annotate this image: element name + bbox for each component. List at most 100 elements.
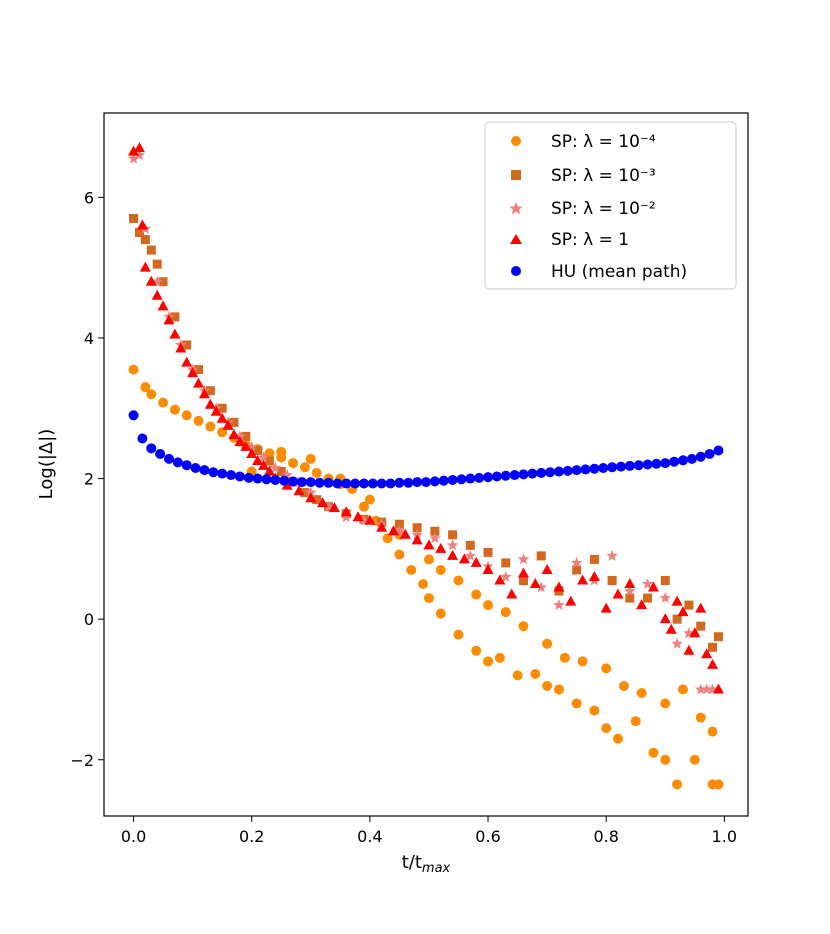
data-point xyxy=(193,377,205,388)
data-point xyxy=(601,723,612,734)
data-point xyxy=(252,454,264,465)
data-point xyxy=(494,574,506,585)
data-point xyxy=(133,149,146,161)
data-point xyxy=(536,467,547,478)
data-point xyxy=(483,547,493,557)
series-hu-mean-path xyxy=(128,410,724,489)
data-point xyxy=(465,473,476,484)
legend-label-sp-1: SP: λ = 1 xyxy=(551,230,629,250)
data-point xyxy=(234,436,246,447)
data-point xyxy=(665,623,677,634)
data-point xyxy=(483,472,494,483)
data-point xyxy=(299,462,310,473)
data-point xyxy=(175,342,187,353)
data-point xyxy=(193,415,204,426)
data-point xyxy=(151,275,163,287)
data-point xyxy=(660,754,671,765)
data-point xyxy=(494,652,505,663)
data-point xyxy=(276,446,287,457)
data-point xyxy=(222,419,234,430)
data-point xyxy=(642,459,653,470)
legend-label-sp-1e-3: SP: λ = 10⁻³ xyxy=(551,166,656,186)
data-point xyxy=(252,473,263,484)
data-point xyxy=(636,599,648,610)
data-point xyxy=(288,458,299,469)
data-point xyxy=(659,613,671,624)
data-point xyxy=(323,477,334,488)
data-point xyxy=(181,460,192,471)
data-point xyxy=(394,519,404,529)
data-point xyxy=(500,570,512,582)
data-point xyxy=(270,474,281,485)
data-point xyxy=(696,621,706,631)
data-point xyxy=(140,235,150,245)
data-point xyxy=(258,459,270,470)
data-point xyxy=(234,430,246,442)
data-point xyxy=(659,592,671,603)
legend-marker-sp-1e-2 xyxy=(509,202,523,215)
data-point xyxy=(615,461,626,472)
data-point xyxy=(541,563,553,574)
data-point xyxy=(607,462,618,473)
data-point xyxy=(418,579,429,590)
data-point xyxy=(553,581,565,592)
data-point xyxy=(500,470,511,481)
data-point xyxy=(246,440,258,452)
series-sp-10 xyxy=(128,364,724,790)
data-point xyxy=(205,421,216,432)
legend-marker-sp-1e-3 xyxy=(511,170,521,180)
data-point xyxy=(350,478,361,489)
data-point xyxy=(624,585,636,596)
data-point xyxy=(677,606,689,617)
y-tick-label: 4 xyxy=(84,329,94,348)
data-point xyxy=(305,492,317,503)
data-point xyxy=(641,578,654,589)
data-point xyxy=(352,511,364,522)
x-tick-label: 0.0 xyxy=(121,827,146,846)
data-point xyxy=(571,465,582,476)
data-point xyxy=(465,540,475,550)
data-point xyxy=(536,551,546,561)
data-point xyxy=(509,470,520,481)
data-point xyxy=(146,443,157,454)
data-point xyxy=(700,683,713,695)
data-point xyxy=(364,514,376,525)
data-point xyxy=(243,472,254,483)
data-point xyxy=(456,474,467,485)
data-point xyxy=(529,578,541,589)
y-tick-label: −2 xyxy=(70,751,94,770)
data-point xyxy=(198,388,210,399)
data-point xyxy=(636,687,647,698)
data-point xyxy=(648,747,659,758)
x-tick-label: 0.6 xyxy=(475,827,500,846)
data-point xyxy=(129,213,139,223)
data-point xyxy=(311,467,322,478)
data-point xyxy=(205,386,215,396)
data-point xyxy=(305,486,317,498)
legend-label-hu: HU (mean path) xyxy=(551,262,687,282)
data-point xyxy=(128,364,139,375)
data-point xyxy=(517,567,529,578)
data-point xyxy=(518,469,529,480)
data-point xyxy=(181,356,193,367)
data-point xyxy=(128,410,139,421)
data-point xyxy=(182,340,192,350)
data-point xyxy=(672,614,682,624)
data-point xyxy=(669,456,680,467)
data-point xyxy=(580,464,591,475)
data-point xyxy=(704,448,715,459)
data-point xyxy=(695,712,706,723)
data-point xyxy=(624,460,635,471)
data-point xyxy=(647,581,659,592)
x-tick-label: 0.8 xyxy=(593,827,618,846)
data-point xyxy=(172,457,183,468)
data-point xyxy=(660,575,670,585)
data-point xyxy=(134,228,144,238)
data-point xyxy=(707,726,718,737)
data-point xyxy=(263,465,275,476)
data-point xyxy=(708,642,718,652)
data-point xyxy=(412,477,423,488)
data-point xyxy=(713,445,724,456)
data-point xyxy=(458,553,470,564)
